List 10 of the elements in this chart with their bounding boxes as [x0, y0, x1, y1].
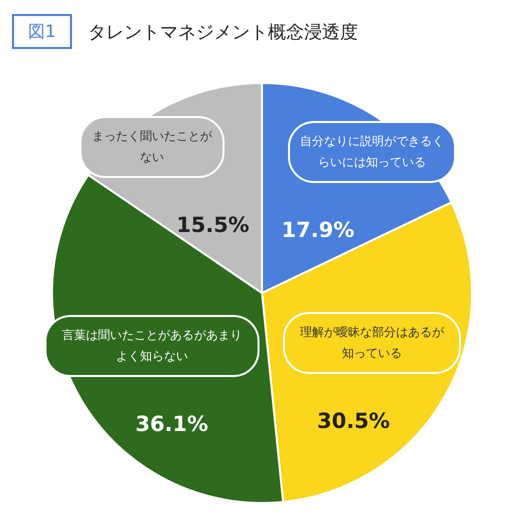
slice-label: 自分なりに説明ができるくらいには知っている — [288, 121, 456, 184]
slice-label: まったく聞いたことがない — [80, 116, 224, 178]
chart-title: タレントマネジメント概念浸透度 — [88, 21, 358, 44]
data-label: 17.9% — [282, 218, 354, 242]
slice-label: 理解が曖昧な部分はあるが知っている — [283, 312, 461, 374]
data-label: 15.5% — [176, 213, 250, 238]
data-label: 36.1% — [135, 412, 208, 436]
data-label: 30.5% — [317, 408, 390, 433]
caption: 図1 — [12, 14, 72, 49]
slice-label: 言葉は聞いたことがあるがあまりよく知らない — [44, 315, 260, 378]
